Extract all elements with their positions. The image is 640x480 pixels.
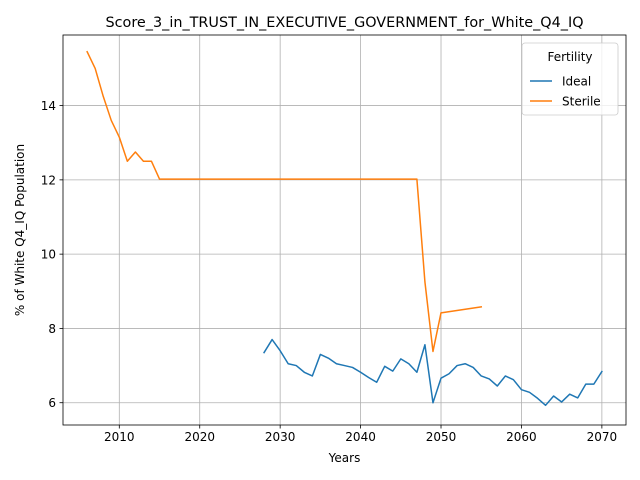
legend-box <box>521 42 619 116</box>
plot-frame <box>62 34 627 426</box>
y-tick-label: 10 <box>41 248 56 262</box>
x-tick-label: 2040 <box>345 430 376 444</box>
y-tick-label: 14 <box>41 99 56 113</box>
y-axis-label: % of White Q4_IQ Population <box>13 144 27 316</box>
chart-title: Score_3_in_TRUST_IN_EXECUTIVE_GOVERNMENT… <box>105 15 583 31</box>
grid <box>63 35 626 425</box>
x-axis-label: Years <box>328 451 361 465</box>
x-tick-label: 2010 <box>104 430 135 444</box>
x-tick-label: 2060 <box>506 430 537 444</box>
series-line-sterile <box>86 50 483 353</box>
y-axis: 6 8 10 12 14 <box>41 99 63 410</box>
y-tick-label: 6 <box>48 396 56 410</box>
legend-title: Fertility <box>547 50 592 64</box>
x-axis: 2010 2020 2030 2040 2050 2060 2070 <box>104 425 617 444</box>
y-tick-label: 12 <box>41 173 56 187</box>
legend: Fertility Ideal Sterile <box>521 42 619 116</box>
x-tick-label: 2070 <box>587 430 618 444</box>
x-tick-label: 2020 <box>184 430 215 444</box>
x-tick-label: 2050 <box>426 430 457 444</box>
series-line-ideal <box>263 338 603 407</box>
y-tick-label: 8 <box>48 322 56 336</box>
legend-label-sterile: Sterile <box>562 95 601 109</box>
legend-label-ideal: Ideal <box>562 75 591 89</box>
x-tick-label: 2030 <box>265 430 296 444</box>
series-layer <box>86 50 603 407</box>
